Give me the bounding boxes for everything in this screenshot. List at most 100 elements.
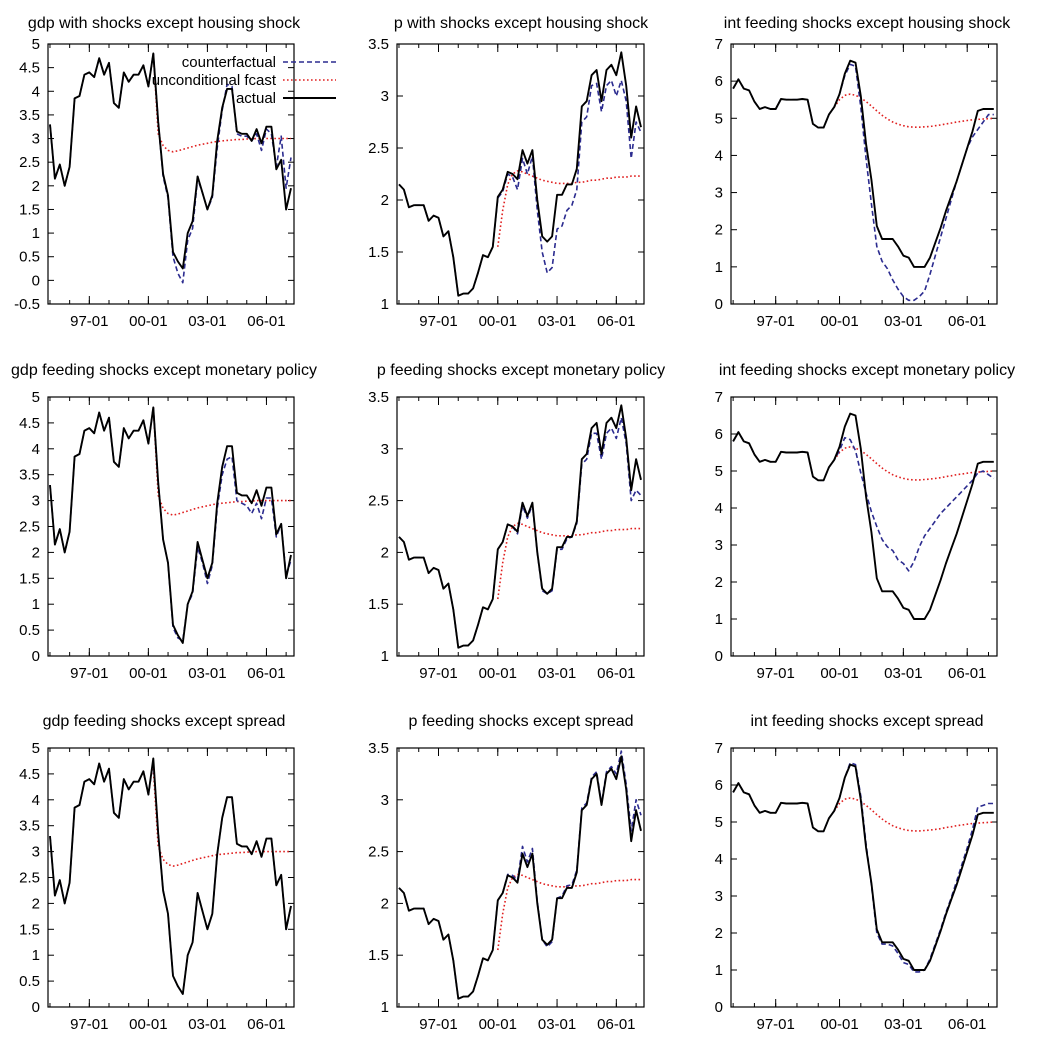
x-tick-label: 03-01: [188, 1016, 226, 1033]
series-line-unconditional: [497, 170, 641, 247]
y-tick-label: 2.5: [368, 140, 389, 157]
plot-frame: [396, 396, 645, 657]
x-tick-label: 00-01: [820, 1016, 858, 1033]
y-tick-label: 1.5: [368, 244, 389, 261]
y-tick-label: 5: [32, 389, 40, 406]
y-tick-label: 3: [32, 131, 40, 148]
x-tick-label: 00-01: [129, 1016, 167, 1033]
chart-panel-7: gdp feeding shocks except spread 0 0.5 1 1.5…: [19, 713, 295, 1033]
y-tick-label: 3.5: [19, 107, 40, 124]
y-tick-label: 3.5: [19, 818, 40, 835]
series-line-actual: [732, 763, 994, 971]
x-tick-label: 97-01: [757, 313, 795, 330]
y-tick-label: 2: [32, 895, 40, 912]
y-tick-label: 6: [715, 426, 723, 443]
y-tick-label: 0: [32, 272, 40, 289]
y-tick-label: 3: [715, 888, 723, 905]
y-tick-label: 6: [715, 73, 723, 90]
y-tick-label: 3.5: [19, 467, 40, 484]
x-tick-label: 97-01: [419, 665, 457, 682]
y-tick-label: 7: [715, 389, 723, 406]
x-tick-label: 03-01: [884, 665, 922, 682]
x-tick-label: 97-01: [70, 665, 108, 682]
chart-title: p feeding shocks except spread: [408, 713, 633, 730]
x-tick-label: 00-01: [479, 1016, 517, 1033]
y-tick-label: 1.5: [19, 921, 40, 938]
chart-panel-6: int feeding shocks except monetary polic…: [715, 362, 1015, 682]
y-tick-label: 2.5: [19, 519, 40, 536]
x-tick-label: 97-01: [757, 1016, 795, 1033]
chart-title: p feeding shocks except monetary policy: [377, 362, 665, 379]
plot-frame: [730, 43, 998, 305]
chart-title: gdp feeding shocks except spread: [43, 713, 286, 730]
x-tick-label: 06-01: [948, 665, 986, 682]
x-tick-label: 97-01: [70, 1016, 108, 1033]
chart-panel-4: gdp feeding shocks except monetary polic…: [11, 362, 317, 682]
y-tick-label: 4: [32, 441, 40, 458]
series-line-actual: [49, 52, 292, 270]
y-tick-label: 0.5: [19, 973, 40, 990]
x-tick-label: 06-01: [247, 665, 285, 682]
x-tick-label: 97-01: [757, 665, 795, 682]
series-line-counterfactual: [398, 79, 642, 297]
chart-panel-3: int feeding shocks except housing shock 0…: [715, 15, 1012, 330]
y-tick-label: 2.5: [368, 493, 389, 510]
x-tick-label: 03-01: [538, 665, 576, 682]
y-tick-label: 7: [715, 740, 723, 757]
y-tick-label: 4.5: [19, 415, 40, 432]
y-tick-label: 0: [715, 999, 723, 1016]
y-tick-label: 3: [715, 537, 723, 554]
y-tick-label: 1: [32, 596, 40, 613]
y-tick-label: 3: [715, 185, 723, 202]
x-tick-label: 06-01: [597, 1016, 635, 1033]
y-tick-label: 3: [32, 844, 40, 861]
series-line-unconditional: [152, 53, 291, 153]
x-tick-label: 06-01: [247, 1016, 285, 1033]
x-tick-label: 00-01: [820, 313, 858, 330]
y-tick-label: 5: [32, 36, 40, 53]
chart-panel-1: gdp with shocks except housing shock -0.5…: [14, 15, 336, 330]
chart-panel-8: p feeding shocks except spread 1 1.5 2 2.5 3 3…: [368, 713, 645, 1033]
y-tick-label: 1.5: [368, 947, 389, 964]
y-tick-label: 2.5: [368, 844, 389, 861]
y-tick-label: 4: [715, 500, 723, 517]
x-tick-label: 03-01: [884, 1016, 922, 1033]
y-tick-label: 5: [32, 740, 40, 757]
y-tick-label: 0: [715, 296, 723, 313]
chart-panel-9: int feeding shocks except spread 0 1 2 3 4 5 6 7…: [715, 713, 998, 1033]
series-line-counterfactual: [49, 760, 292, 995]
series-line-counterfactual: [398, 416, 642, 649]
series-line-counterfactual: [732, 761, 994, 973]
chart-title: gdp with shocks except housing shock: [28, 15, 301, 32]
y-tick-label: 2: [32, 178, 40, 195]
x-tick-label: 00-01: [129, 665, 167, 682]
x-tick-label: 03-01: [188, 665, 226, 682]
series-line-actual: [732, 59, 994, 268]
y-tick-label: 7: [715, 36, 723, 53]
chart-title: int feeding shocks except housing shock: [724, 15, 1011, 32]
plot-frame: [47, 396, 295, 657]
y-tick-label: 2: [715, 574, 723, 591]
x-tick-label: 00-01: [820, 665, 858, 682]
y-tick-label: -0.5: [14, 296, 40, 313]
y-tick-label: 5: [715, 814, 723, 831]
y-tick-label: 1: [381, 296, 389, 313]
y-tick-label: 2: [715, 222, 723, 239]
x-tick-label: 03-01: [884, 313, 922, 330]
chart-title: p with shocks except housing shock: [394, 15, 649, 32]
chart-title: gdp feeding shocks except monetary polic…: [11, 362, 317, 379]
legend-label: actual: [236, 90, 276, 107]
y-tick-label: 2.5: [19, 154, 40, 171]
series-line-actual: [49, 757, 292, 995]
plot-frame: [47, 43, 295, 305]
x-tick-label: 06-01: [597, 665, 635, 682]
y-tick-label: 4: [32, 83, 40, 100]
x-tick-label: 00-01: [129, 313, 167, 330]
y-tick-label: 3.5: [368, 740, 389, 757]
y-tick-label: 3: [381, 88, 389, 105]
y-tick-label: 1: [381, 999, 389, 1016]
y-tick-label: 2: [715, 925, 723, 942]
plot-frame: [47, 747, 295, 1008]
